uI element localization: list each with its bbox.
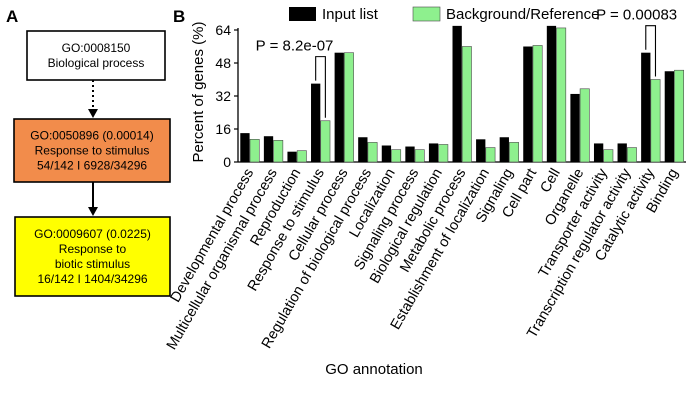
bar-input-list — [499, 137, 509, 162]
bar-background-reference — [414, 149, 425, 163]
legend-swatch-input — [289, 7, 316, 21]
y-tick-label: 16 — [215, 121, 231, 137]
y-tick-label: 32 — [215, 88, 231, 104]
significance-annotations: P = 8.2e-07 P = 0.00083 — [256, 7, 677, 118]
legend-label-background: Background/Reference — [446, 6, 599, 23]
y-tick-label: 64 — [215, 22, 231, 38]
bar-input-list — [287, 151, 297, 162]
bar-input-list — [641, 52, 651, 162]
x-axis-title: GO annotation — [325, 361, 423, 378]
go-term-box-1-line: GO:0008150 — [62, 41, 131, 55]
significance-bracket — [645, 25, 657, 77]
go-term-box-1 — [26, 30, 166, 81]
go-term-box-3 — [14, 216, 171, 297]
significance-bracket — [315, 56, 326, 118]
bar-input-list — [405, 146, 415, 162]
bar-background-reference — [461, 46, 472, 163]
bar-input-list — [358, 137, 368, 162]
bar-input-list — [311, 83, 321, 162]
p-value-label: P = 0.00083 — [596, 7, 677, 24]
go-term-box-2 — [13, 118, 171, 183]
bar-background-reference — [296, 150, 307, 163]
y-axis-title: Percent of genes (%) — [190, 22, 207, 163]
bar-input-list — [523, 46, 533, 162]
bar-input-list — [570, 93, 580, 162]
bar-input-list — [664, 71, 675, 162]
bar-background-reference — [391, 149, 402, 163]
go-term-box-3-line: 16/142 I 1404/34296 — [37, 272, 147, 286]
bar-input-list — [476, 139, 486, 162]
bar-input-list — [381, 145, 392, 162]
bar-background-reference — [603, 149, 614, 163]
bar-background-reference — [485, 147, 496, 163]
y-tick-label: 48 — [215, 55, 231, 71]
category-label: Transcription regulator activity — [524, 165, 635, 341]
p-value-label: P = 8.2e-07 — [256, 38, 334, 55]
bar-background-reference — [650, 79, 661, 163]
legend-swatch-background — [412, 6, 441, 22]
legend: Input list Background/Reference — [289, 6, 599, 23]
bar-background-reference — [532, 45, 543, 163]
go-term-box-3-line: biotic stimulus — [55, 257, 130, 271]
arrow-head-icon — [88, 109, 98, 118]
bar-input-list — [240, 133, 250, 162]
go-term-box-3-line: Response to — [59, 242, 127, 256]
bars — [240, 25, 685, 163]
go-term-box-1-line: Biological process — [48, 56, 145, 70]
go-term-box-2-line: GO:0050896 (0.00014) — [30, 129, 153, 143]
y-tick-label: 0 — [223, 154, 231, 170]
panel-a-label: A — [6, 7, 18, 26]
panel-b-label: B — [173, 7, 185, 26]
legend-label-input: Input list — [322, 6, 379, 23]
bar-background-reference — [249, 139, 260, 163]
bar-input-list — [617, 143, 627, 162]
go-term-box-3-line: GO:0009607 (0.0225) — [34, 227, 151, 241]
go-term-box-2-line: 54/142 I 6928/34296 — [37, 159, 147, 173]
bar-background-reference — [438, 144, 449, 163]
bar-background-reference — [344, 52, 354, 163]
bar-input-list — [428, 143, 439, 162]
bar-input-list — [452, 25, 462, 162]
bar-input-list — [263, 136, 274, 162]
bar-background-reference — [367, 142, 378, 163]
go-term-box-2-line: Response to stimulus — [35, 144, 150, 158]
bar-input-list — [546, 25, 557, 162]
arrow-head-icon — [88, 207, 98, 216]
bar-input-list — [334, 52, 344, 162]
bar-background-reference — [509, 142, 519, 163]
bar-input-list — [593, 143, 604, 162]
bar-background-reference — [556, 27, 567, 163]
bar-background-reference — [579, 88, 590, 163]
bar-background-reference — [674, 69, 685, 163]
bar-background-reference — [626, 147, 637, 163]
bar-background-reference — [320, 120, 331, 163]
bar-background-reference — [273, 140, 284, 163]
